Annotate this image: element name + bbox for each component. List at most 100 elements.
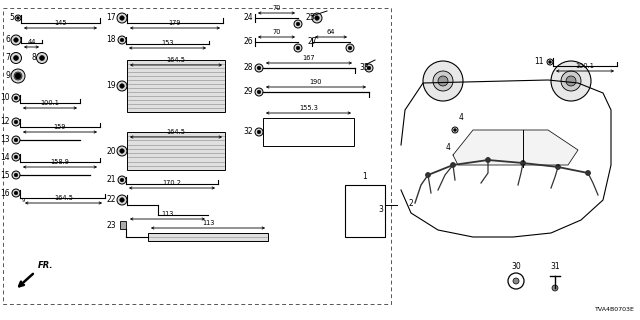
Circle shape <box>520 161 525 165</box>
Text: 70: 70 <box>272 5 281 11</box>
Circle shape <box>426 172 431 178</box>
Bar <box>127 60 225 112</box>
Circle shape <box>548 61 551 63</box>
Circle shape <box>120 16 124 20</box>
Circle shape <box>12 94 20 102</box>
Circle shape <box>296 22 300 26</box>
Circle shape <box>13 38 19 42</box>
Circle shape <box>367 66 371 70</box>
Text: 14: 14 <box>1 153 10 162</box>
Circle shape <box>255 128 263 136</box>
Text: 145: 145 <box>54 20 67 26</box>
Circle shape <box>296 46 300 50</box>
Bar <box>345 185 385 237</box>
Circle shape <box>120 178 124 182</box>
Text: 44: 44 <box>28 39 36 45</box>
Text: 30: 30 <box>511 262 521 271</box>
Text: 13: 13 <box>1 135 10 145</box>
Text: 170.2: 170.2 <box>163 180 182 186</box>
Text: 164.5: 164.5 <box>166 129 186 135</box>
Text: 100.1: 100.1 <box>40 100 60 106</box>
Circle shape <box>10 52 22 63</box>
Text: 27: 27 <box>307 37 317 46</box>
Circle shape <box>348 46 352 50</box>
Text: 8: 8 <box>31 53 36 62</box>
Text: 167: 167 <box>303 55 316 61</box>
Circle shape <box>36 52 47 63</box>
Text: 15: 15 <box>1 171 10 180</box>
Text: 3: 3 <box>378 205 383 214</box>
Circle shape <box>15 15 21 21</box>
Text: 23: 23 <box>106 220 116 229</box>
Text: 158.9: 158.9 <box>51 159 69 165</box>
Text: 155.3: 155.3 <box>299 105 318 111</box>
Circle shape <box>452 127 458 133</box>
Circle shape <box>255 88 263 96</box>
Circle shape <box>294 44 302 52</box>
Circle shape <box>14 120 18 124</box>
Circle shape <box>40 56 44 60</box>
Text: 113: 113 <box>161 211 173 217</box>
Circle shape <box>15 73 21 79</box>
Circle shape <box>14 191 18 195</box>
Text: 28: 28 <box>243 63 253 73</box>
Circle shape <box>11 35 21 45</box>
Text: 33: 33 <box>359 63 369 73</box>
Text: 113: 113 <box>202 220 214 226</box>
Circle shape <box>13 56 19 60</box>
Text: 6: 6 <box>5 36 10 44</box>
Circle shape <box>14 173 18 177</box>
Text: 70: 70 <box>272 29 281 35</box>
Circle shape <box>257 90 261 94</box>
Text: 29: 29 <box>243 87 253 97</box>
Bar <box>120 221 126 229</box>
Circle shape <box>257 66 261 70</box>
Circle shape <box>117 81 127 91</box>
Text: 1: 1 <box>363 172 367 181</box>
Text: FR.: FR. <box>38 261 54 270</box>
Text: 9: 9 <box>22 198 26 203</box>
Text: 19: 19 <box>106 82 116 91</box>
Text: 22: 22 <box>106 196 116 204</box>
Text: 17: 17 <box>106 13 116 22</box>
Circle shape <box>486 157 490 163</box>
Circle shape <box>120 198 124 202</box>
Circle shape <box>566 76 576 86</box>
Text: TVA4B0703E: TVA4B0703E <box>595 307 635 312</box>
Circle shape <box>12 118 20 126</box>
Circle shape <box>365 64 373 72</box>
Text: 153: 153 <box>161 40 173 46</box>
Circle shape <box>120 149 124 153</box>
Text: 11: 11 <box>534 58 544 67</box>
Bar <box>263 118 354 146</box>
Circle shape <box>433 71 453 91</box>
Circle shape <box>423 61 463 101</box>
Text: 18: 18 <box>106 36 116 44</box>
Text: 164.5: 164.5 <box>166 57 186 63</box>
Circle shape <box>117 195 127 205</box>
Text: 10: 10 <box>1 93 10 102</box>
Circle shape <box>120 84 124 88</box>
Text: 64: 64 <box>327 29 335 35</box>
Circle shape <box>315 16 319 20</box>
Text: 190: 190 <box>310 79 323 85</box>
Circle shape <box>255 64 263 72</box>
Circle shape <box>438 76 448 86</box>
Text: 12: 12 <box>1 117 10 126</box>
Circle shape <box>12 153 20 161</box>
Circle shape <box>547 59 553 65</box>
Circle shape <box>586 171 591 175</box>
Text: 32: 32 <box>243 127 253 137</box>
Bar <box>3 8 391 304</box>
Text: 26: 26 <box>243 37 253 46</box>
Text: 164.5: 164.5 <box>54 195 73 201</box>
Text: 25: 25 <box>305 13 315 22</box>
Bar <box>148 233 268 241</box>
Text: 159: 159 <box>54 124 67 130</box>
Bar <box>127 132 225 170</box>
Text: 20: 20 <box>106 147 116 156</box>
Circle shape <box>451 163 456 167</box>
Text: 31: 31 <box>550 262 560 271</box>
Circle shape <box>11 69 25 83</box>
Circle shape <box>561 71 581 91</box>
